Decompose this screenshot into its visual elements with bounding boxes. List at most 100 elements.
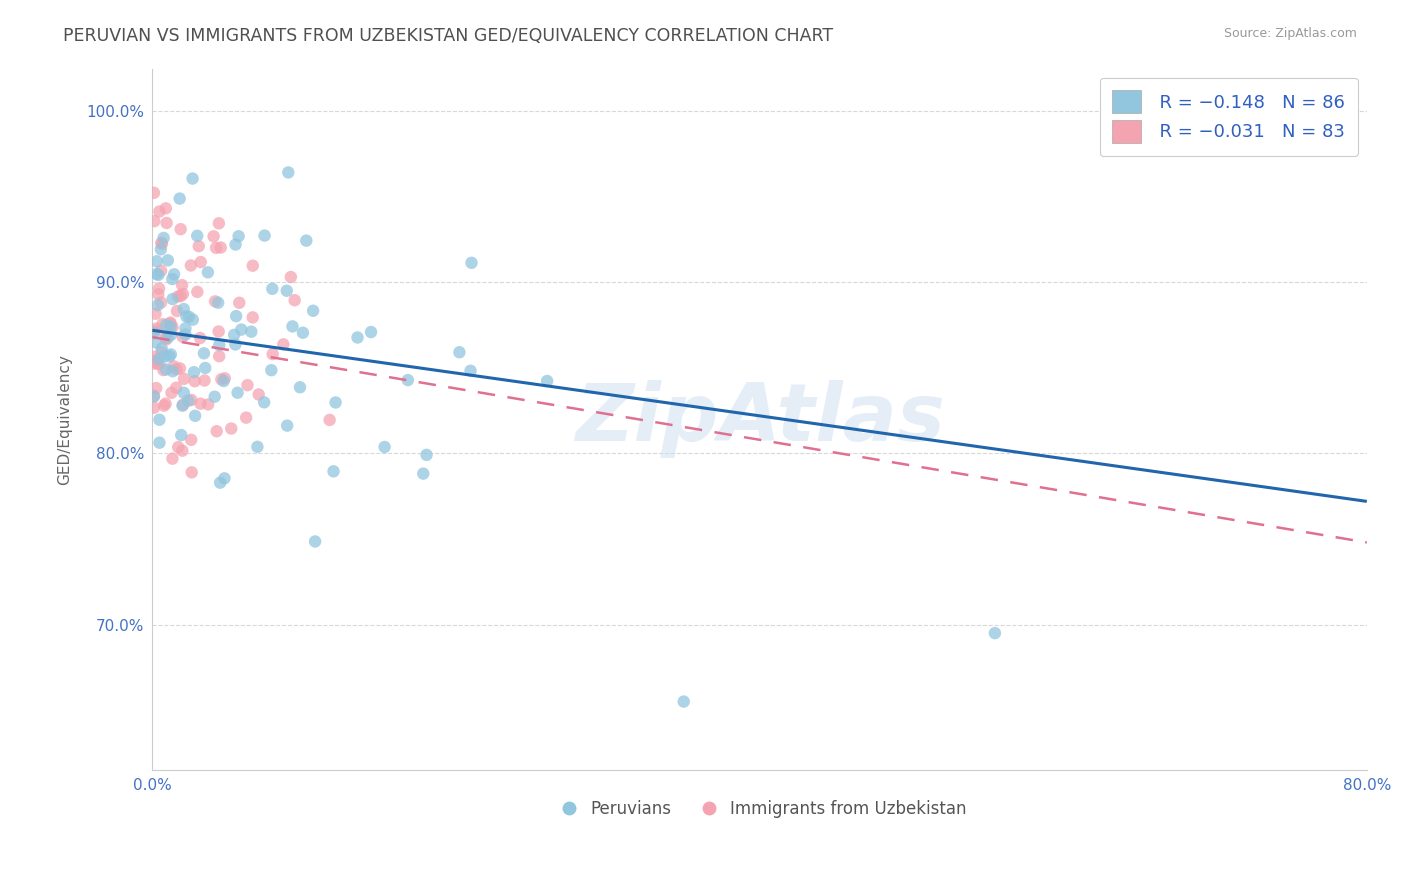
Point bbox=[159, 317, 181, 331]
Point bbox=[163, 359, 186, 374]
Point bbox=[219, 421, 242, 435]
Point bbox=[177, 310, 200, 324]
Point bbox=[150, 342, 173, 356]
Point bbox=[170, 428, 193, 442]
Point bbox=[172, 287, 194, 301]
Point bbox=[142, 389, 165, 403]
Point bbox=[262, 282, 284, 296]
Point bbox=[193, 346, 215, 360]
Point bbox=[184, 374, 207, 388]
Point bbox=[173, 301, 195, 316]
Point bbox=[152, 363, 174, 377]
Point bbox=[172, 399, 194, 413]
Point bbox=[242, 259, 264, 273]
Point bbox=[145, 381, 167, 395]
Point bbox=[460, 256, 482, 270]
Point bbox=[207, 295, 229, 310]
Point bbox=[208, 216, 231, 230]
Point bbox=[169, 192, 191, 206]
Point bbox=[148, 413, 170, 427]
Point bbox=[166, 289, 188, 303]
Point bbox=[184, 409, 207, 423]
Point bbox=[163, 268, 186, 282]
Point bbox=[155, 332, 177, 346]
Point bbox=[172, 329, 194, 343]
Point bbox=[214, 471, 236, 485]
Point bbox=[186, 228, 208, 243]
Point bbox=[150, 345, 173, 359]
Point bbox=[224, 327, 246, 342]
Point bbox=[169, 289, 191, 303]
Point bbox=[148, 357, 170, 371]
Point bbox=[149, 243, 172, 257]
Point bbox=[984, 626, 1007, 640]
Point bbox=[415, 448, 437, 462]
Point bbox=[150, 236, 173, 251]
Point bbox=[174, 321, 197, 335]
Point bbox=[190, 255, 212, 269]
Point bbox=[188, 331, 211, 345]
Point bbox=[152, 231, 174, 245]
Point bbox=[145, 254, 167, 268]
Point bbox=[177, 393, 200, 408]
Point bbox=[204, 294, 226, 309]
Point bbox=[143, 401, 166, 415]
Point bbox=[160, 347, 183, 361]
Point bbox=[160, 327, 183, 342]
Point bbox=[180, 433, 202, 447]
Point bbox=[148, 281, 170, 295]
Point bbox=[325, 395, 347, 409]
Point bbox=[159, 349, 181, 363]
Point bbox=[360, 325, 382, 339]
Point bbox=[180, 466, 202, 480]
Point bbox=[142, 390, 165, 404]
Point bbox=[156, 331, 179, 345]
Y-axis label: GED/Equivalency: GED/Equivalency bbox=[58, 354, 72, 484]
Point bbox=[224, 337, 246, 351]
Point bbox=[142, 350, 165, 364]
Point bbox=[152, 317, 174, 331]
Point bbox=[169, 222, 191, 236]
Point bbox=[173, 385, 195, 400]
Text: PERUVIAN VS IMMIGRANTS FROM UZBEKISTAN GED/EQUIVALENCY CORRELATION CHART: PERUVIAN VS IMMIGRANTS FROM UZBEKISTAN G… bbox=[63, 27, 834, 45]
Point bbox=[166, 304, 188, 318]
Point bbox=[205, 241, 228, 255]
Point bbox=[202, 229, 225, 244]
Point bbox=[148, 352, 170, 367]
Point bbox=[150, 264, 173, 278]
Point bbox=[226, 385, 249, 400]
Point bbox=[276, 418, 298, 433]
Point bbox=[153, 399, 176, 413]
Point bbox=[304, 534, 326, 549]
Point bbox=[159, 319, 181, 334]
Point bbox=[276, 284, 298, 298]
Point bbox=[672, 695, 695, 709]
Point bbox=[204, 390, 226, 404]
Point bbox=[288, 380, 311, 394]
Point bbox=[231, 322, 253, 336]
Point bbox=[209, 241, 232, 255]
Point bbox=[302, 303, 325, 318]
Point bbox=[281, 319, 304, 334]
Point bbox=[208, 349, 231, 363]
Point bbox=[212, 374, 235, 388]
Point bbox=[284, 293, 307, 308]
Point bbox=[169, 361, 191, 376]
Point bbox=[172, 398, 194, 412]
Point bbox=[160, 385, 183, 400]
Point bbox=[247, 387, 270, 401]
Point bbox=[165, 381, 187, 395]
Point bbox=[236, 378, 259, 392]
Point bbox=[176, 310, 198, 324]
Point bbox=[150, 295, 173, 310]
Point bbox=[253, 395, 276, 409]
Point bbox=[162, 292, 184, 306]
Point bbox=[174, 327, 197, 342]
Point bbox=[142, 324, 165, 338]
Point bbox=[295, 234, 318, 248]
Point bbox=[143, 214, 166, 228]
Point bbox=[208, 338, 231, 352]
Point bbox=[208, 325, 231, 339]
Point bbox=[146, 298, 169, 312]
Point bbox=[214, 371, 236, 385]
